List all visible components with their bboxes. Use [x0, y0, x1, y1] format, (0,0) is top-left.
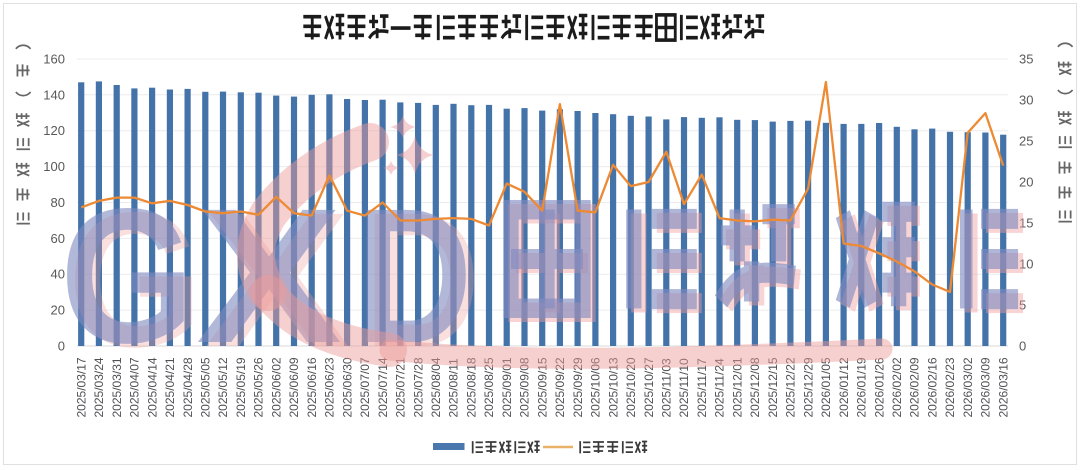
svg-text:D: D — [356, 168, 472, 383]
svg-text:2025/09/08: 2025/09/08 — [518, 357, 532, 417]
svg-text:2025/07/28: 2025/07/28 — [411, 357, 425, 417]
svg-text:2025/09/15: 2025/09/15 — [535, 357, 549, 417]
svg-text:2026/02/02: 2026/02/02 — [890, 357, 904, 417]
svg-text:20: 20 — [51, 303, 65, 318]
svg-text:2025/10/13: 2025/10/13 — [606, 357, 620, 417]
svg-text:2025/04/14: 2025/04/14 — [145, 357, 159, 417]
svg-text:0: 0 — [1019, 339, 1026, 354]
svg-text:80: 80 — [51, 195, 65, 210]
svg-text:G: G — [60, 169, 194, 383]
svg-text:2025/08/04: 2025/08/04 — [429, 357, 443, 417]
svg-text:20: 20 — [1019, 175, 1033, 190]
svg-text:0: 0 — [58, 339, 65, 354]
svg-text:2025/12/08: 2025/12/08 — [748, 357, 762, 417]
svg-text:120: 120 — [43, 123, 65, 138]
svg-text:2025/09/01: 2025/09/01 — [500, 357, 514, 417]
svg-text:2025/04/21: 2025/04/21 — [163, 357, 177, 417]
svg-text:2026/03/09: 2026/03/09 — [979, 357, 993, 417]
svg-text:2025/05/19: 2025/05/19 — [234, 357, 248, 417]
svg-text:2026/01/26: 2026/01/26 — [872, 357, 886, 417]
svg-text:2025/09/22: 2025/09/22 — [553, 357, 567, 417]
svg-text:2025/07/21: 2025/07/21 — [394, 357, 408, 417]
svg-text:2025/03/17: 2025/03/17 — [74, 357, 88, 417]
svg-text:X: X — [204, 173, 350, 387]
svg-text:30: 30 — [1019, 93, 1033, 108]
svg-text:2025/03/24: 2025/03/24 — [92, 357, 106, 417]
svg-text:2025/08/11: 2025/08/11 — [447, 358, 461, 417]
svg-text:2025/04/07: 2025/04/07 — [128, 357, 142, 417]
svg-text:2026/01/05: 2026/01/05 — [819, 357, 833, 417]
svg-text:2025/08/18: 2025/08/18 — [465, 357, 479, 417]
svg-text:2025/12/15: 2025/12/15 — [766, 357, 780, 417]
svg-text:2026/02/23: 2026/02/23 — [943, 357, 957, 417]
svg-text:2025/10/20: 2025/10/20 — [624, 357, 638, 417]
svg-text:2025/11/03: 2025/11/03 — [660, 358, 674, 417]
svg-text:2025/06/16: 2025/06/16 — [305, 357, 319, 417]
svg-text:2025/07/07: 2025/07/07 — [358, 357, 372, 417]
svg-text:2025/12/22: 2025/12/22 — [784, 357, 798, 417]
svg-text:G: G — [68, 173, 202, 387]
svg-text:2026/01/19: 2026/01/19 — [855, 357, 869, 417]
svg-text:2025/06/09: 2025/06/09 — [287, 357, 301, 417]
svg-text:2025/11/24: 2025/11/24 — [713, 358, 727, 417]
svg-text:60: 60 — [51, 231, 65, 246]
svg-text:2025/10/27: 2025/10/27 — [642, 357, 656, 417]
svg-text:2025/05/05: 2025/05/05 — [199, 357, 213, 417]
svg-text:2025/08/25: 2025/08/25 — [482, 357, 496, 417]
svg-text:2026/02/09: 2026/02/09 — [908, 357, 922, 417]
svg-text:2025/12/01: 2025/12/01 — [730, 357, 744, 417]
svg-text:2025/06/02: 2025/06/02 — [269, 357, 283, 417]
svg-text:2025/05/26: 2025/05/26 — [252, 357, 266, 417]
svg-text:40: 40 — [51, 267, 65, 282]
svg-text:100: 100 — [43, 159, 65, 174]
svg-text:160: 160 — [43, 52, 65, 67]
svg-text:2025/04/28: 2025/04/28 — [181, 357, 195, 417]
svg-text:2025/06/23: 2025/06/23 — [323, 357, 337, 417]
svg-text:2025/11/10: 2025/11/10 — [677, 358, 691, 417]
svg-text:2026/03/02: 2026/03/02 — [961, 357, 975, 417]
svg-text:D: D — [364, 172, 480, 387]
svg-text:2025/06/30: 2025/06/30 — [340, 357, 354, 417]
svg-text:2025/11/17: 2025/11/17 — [695, 358, 709, 417]
svg-text:2025/07/14: 2025/07/14 — [376, 357, 390, 417]
svg-text:2026/02/16: 2026/02/16 — [925, 357, 939, 417]
svg-text:35: 35 — [1019, 52, 1033, 67]
svg-text:2026/01/12: 2026/01/12 — [837, 357, 851, 417]
svg-text:2025/09/29: 2025/09/29 — [571, 357, 585, 417]
svg-text:2025/03/31: 2025/03/31 — [110, 357, 124, 417]
svg-text:2025/05/12: 2025/05/12 — [216, 357, 230, 417]
svg-text:140: 140 — [43, 87, 65, 102]
svg-text:2025/12/29: 2025/12/29 — [801, 357, 815, 417]
svg-text:25: 25 — [1019, 134, 1033, 149]
svg-text:2026/03/16: 2026/03/16 — [996, 357, 1010, 417]
svg-text:2025/10/06: 2025/10/06 — [589, 357, 603, 417]
